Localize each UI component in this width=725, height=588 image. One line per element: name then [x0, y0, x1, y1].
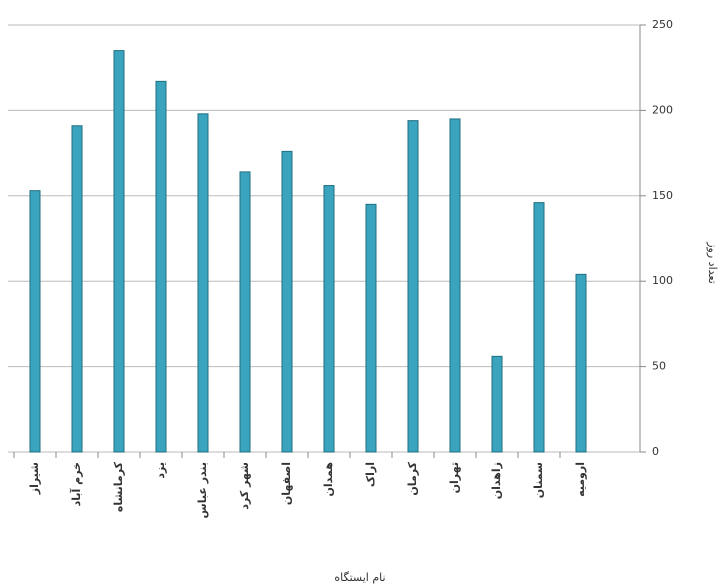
bar: [197, 113, 209, 453]
bar: [71, 125, 83, 453]
x-tick-label: شیراز: [28, 462, 41, 495]
bar: [365, 203, 377, 453]
bar: [239, 171, 251, 453]
x-tick-label: کرمان: [406, 461, 419, 495]
bar: [29, 190, 41, 453]
bar: [533, 202, 545, 453]
bar: [155, 80, 167, 453]
bar: [449, 118, 461, 453]
bar: [323, 185, 335, 453]
x-tick-label: زاهدان: [490, 462, 503, 499]
x-tick-label: خرم آباد: [69, 462, 83, 506]
x-tick-label: اصفهان: [280, 462, 293, 505]
y-tick-label: 150: [652, 189, 673, 202]
y-tick-label: 250: [652, 18, 673, 31]
y-tick-label: 200: [652, 103, 673, 116]
x-tick-label: همدان: [322, 462, 335, 497]
y-tick-label: 100: [652, 274, 673, 287]
x-tick-label: ارومیه: [574, 462, 587, 497]
bar: [575, 273, 587, 453]
bar: [407, 120, 419, 453]
x-tick-label: تهران: [448, 462, 461, 493]
x-tick-label: یزد: [154, 462, 167, 479]
bar: [281, 150, 293, 453]
x-axis-title: نام ایستگاه: [334, 571, 385, 584]
x-tick-label: کرمانشاه: [112, 461, 125, 512]
x-tick-label: سمنان: [532, 462, 545, 498]
x-tick-label: بندر عباس: [196, 462, 209, 518]
bar: [491, 355, 503, 453]
x-tick-label: شهر کرد: [238, 462, 251, 510]
y-tick-label: 50: [652, 360, 666, 373]
y-axis-title: تعداد روز: [706, 241, 719, 284]
y-tick-label: 0: [652, 445, 659, 458]
x-tick-label: اراک: [364, 462, 377, 487]
bar: [113, 50, 125, 453]
